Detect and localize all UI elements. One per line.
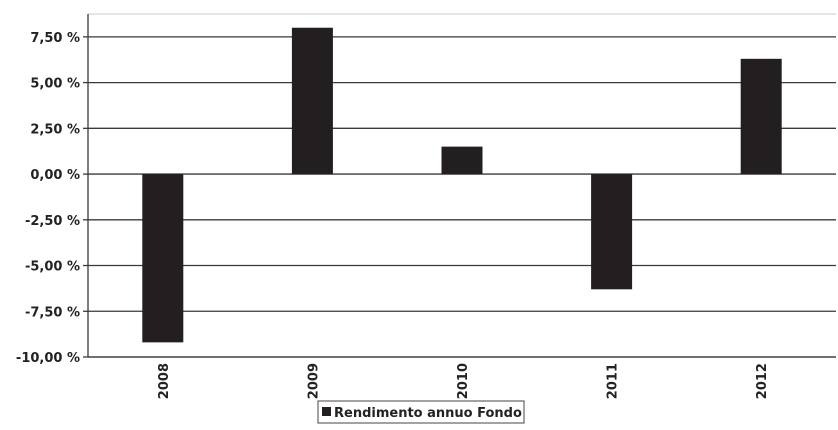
bar-2010 [441, 146, 483, 175]
legend-swatch [322, 407, 331, 416]
legend: Rendimento annuo Fondo [317, 400, 525, 424]
y-tick-label: -5,00 % [25, 260, 80, 275]
y-tick-label: 2,50 % [30, 122, 80, 137]
y-tick-label: 5,00 % [30, 77, 80, 92]
bar-2012 [740, 58, 782, 175]
bar-2011 [591, 174, 633, 290]
bar-2008 [142, 174, 184, 343]
y-tick-label: 0,00 % [30, 168, 80, 183]
y-tick-label: -2,50 % [25, 214, 80, 229]
y-tick-label: -10,00 % [16, 351, 80, 366]
bar-2009 [291, 27, 333, 175]
bars [142, 27, 782, 343]
y-tick-label: 7,50 % [30, 31, 80, 46]
x-tick-labels: 2008 2009 2010 2011 2012 [157, 363, 770, 399]
x-tick-label: 2012 [755, 363, 770, 399]
legend-label: Rendimento annuo Fondo [334, 406, 522, 421]
x-tick-label: 2008 [157, 363, 172, 399]
axes [87, 13, 836, 358]
y-tick-label: -7,50 % [25, 305, 80, 320]
y-tick-labels: 7,50 % 5,00 % 2,50 % 0,00 % -2,50 % -5,00 % -7… [16, 31, 80, 366]
x-tick-label: 2009 [306, 363, 321, 399]
legend-box [317, 400, 525, 424]
x-tick-label: 2011 [606, 363, 621, 399]
x-tick-label: 2010 [456, 363, 471, 399]
gridlines [83, 36, 836, 358]
